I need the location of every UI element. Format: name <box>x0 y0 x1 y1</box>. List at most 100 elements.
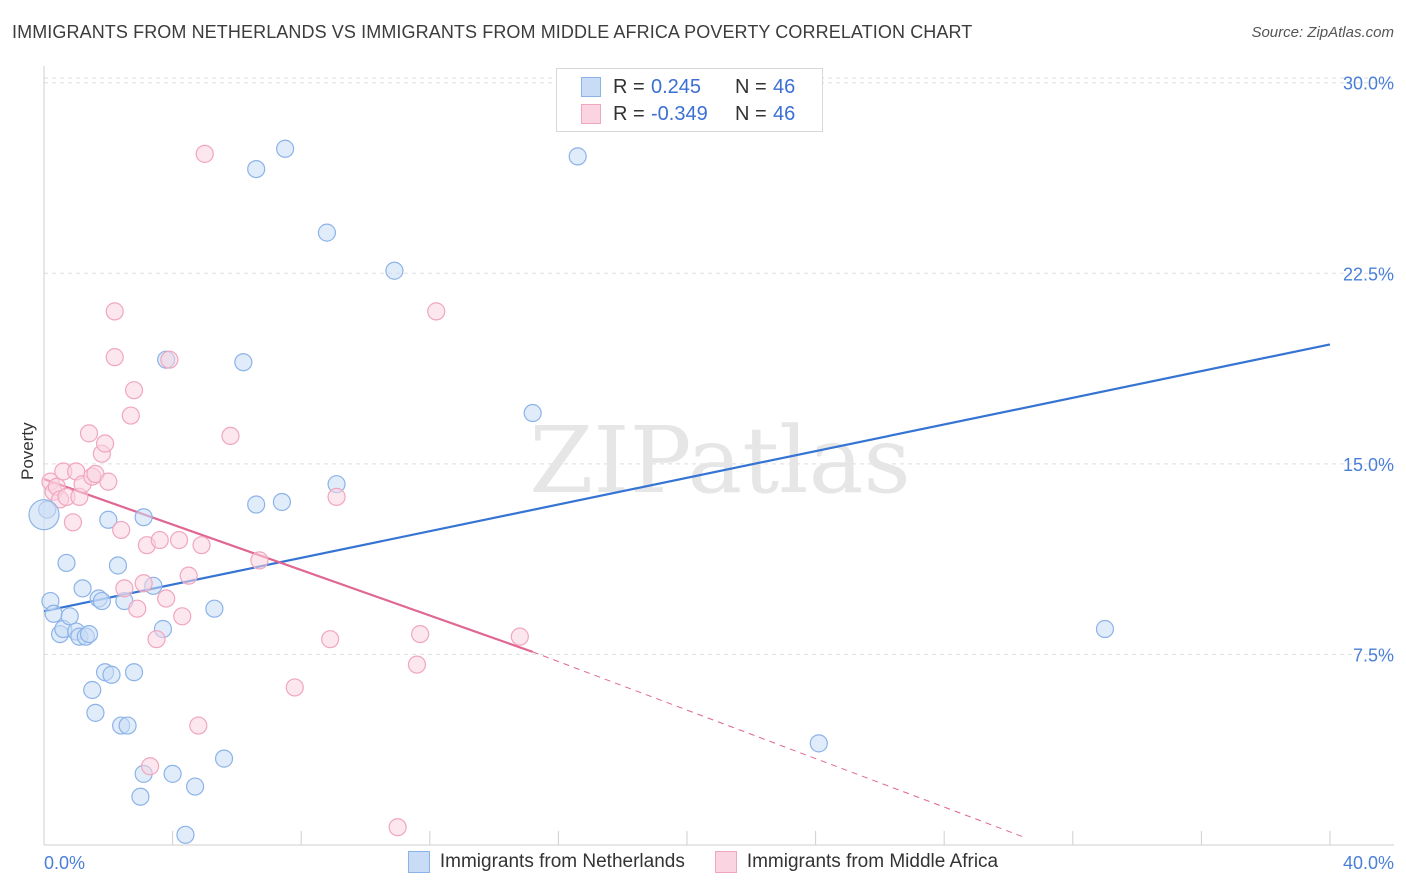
middle-africa-point <box>169 530 189 550</box>
series-swatch-middle-africa <box>714 851 737 873</box>
middle-africa-point <box>407 655 427 674</box>
middle-africa-point <box>157 589 176 608</box>
netherlands-point <box>176 825 195 844</box>
chart-source: Source: ZipAtlas.com <box>1251 24 1394 41</box>
legend-n-label: N = <box>735 102 767 125</box>
netherlands-point <box>568 147 587 166</box>
middle-africa-point <box>128 599 147 618</box>
middle-africa-point <box>150 530 169 550</box>
middle-africa-trend-line <box>43 478 534 653</box>
middle-africa-point <box>327 487 346 506</box>
legend-row-middle-africa: R = -0.349 N = 46 <box>581 102 795 126</box>
middle-africa-point <box>179 566 198 585</box>
y-tick-label: 15.0% <box>1343 455 1394 475</box>
netherlands-point <box>92 591 111 611</box>
legend-r-label: R = <box>613 102 645 125</box>
middle-africa-point <box>192 536 211 555</box>
middle-africa-point <box>160 350 179 369</box>
netherlands-point <box>247 159 266 179</box>
middle-africa-point <box>105 302 124 321</box>
netherlands-point <box>163 764 182 783</box>
legend-n-label: N = <box>735 75 767 98</box>
legend-r-value: -0.349 <box>651 102 708 125</box>
y-tick-label: 30.0% <box>1343 74 1394 94</box>
netherlands-point <box>131 787 150 806</box>
netherlands-point <box>73 579 92 598</box>
data-points <box>28 139 1115 844</box>
middle-africa-point <box>321 630 340 649</box>
netherlands-point <box>57 553 76 573</box>
netherlands-trend-line <box>43 343 1331 613</box>
middle-africa-point <box>63 513 83 532</box>
legend-n-value: 46 <box>773 75 796 98</box>
netherlands-point <box>214 749 234 768</box>
series-legend: Immigrants from Netherlands Immigrants f… <box>0 851 1406 873</box>
series-swatch-netherlands <box>407 851 430 873</box>
watermark: ZIPatlas <box>529 407 910 514</box>
middle-africa-point <box>510 627 529 646</box>
series-legend-item-middle-africa: Immigrants from Middle Africa <box>714 851 999 873</box>
middle-africa-point <box>140 757 160 776</box>
netherlands-point <box>1095 619 1115 639</box>
middle-africa-point <box>121 406 140 425</box>
netherlands-point <box>385 261 404 280</box>
netherlands-point <box>60 607 79 626</box>
series-label-middle-africa: Immigrants from Middle Africa <box>746 851 999 872</box>
legend-swatch-middle-africa <box>581 104 601 124</box>
netherlands-point <box>523 403 542 423</box>
netherlands-point <box>102 665 121 684</box>
netherlands-point <box>79 624 99 644</box>
middle-africa-point <box>79 424 99 443</box>
y-tick-label: 22.5% <box>1343 264 1394 284</box>
middle-africa-point <box>99 472 118 491</box>
netherlands-point <box>124 663 144 682</box>
chart-title: IMMIGRANTS FROM NETHERLANDS VS IMMIGRANT… <box>12 22 973 42</box>
netherlands-point <box>108 556 128 575</box>
netherlands-point <box>276 139 295 158</box>
netherlands-point <box>118 716 137 735</box>
netherlands-point <box>317 223 337 242</box>
middle-africa-point <box>388 818 407 837</box>
middle-africa-point <box>173 607 192 626</box>
middle-africa-point <box>95 434 115 453</box>
middle-africa-point <box>427 302 446 321</box>
netherlands-point <box>234 353 253 372</box>
netherlands-point <box>134 508 153 527</box>
middle-africa-point <box>115 579 134 598</box>
middle-africa-point <box>411 624 430 644</box>
netherlands-point-large <box>28 499 60 531</box>
correlation-legend: R = 0.245 N = 46 R = -0.349 N = 46 <box>556 68 823 132</box>
netherlands-point <box>86 703 105 722</box>
middle-africa-point <box>250 551 269 570</box>
y-tick-label: 7.5% <box>1353 645 1394 665</box>
middle-africa-point <box>105 348 124 367</box>
legend-row-netherlands: R = 0.245 N = 46 <box>581 75 795 99</box>
legend-n-value: 46 <box>773 102 796 125</box>
series-label-netherlands: Immigrants from Netherlands <box>439 851 685 872</box>
y-axis-title: Poverty <box>18 422 37 480</box>
netherlands-point <box>186 777 205 796</box>
legend-r-value: 0.245 <box>651 75 702 98</box>
x-tick-label: 0.0% <box>44 853 85 873</box>
middle-africa-trend-extension <box>532 651 1025 838</box>
netherlands-point <box>99 510 118 529</box>
netherlands-point <box>272 492 292 512</box>
middle-africa-point <box>285 678 304 697</box>
middle-africa-point <box>221 426 240 446</box>
netherlands-point <box>809 734 828 753</box>
axes <box>43 66 1394 846</box>
middle-africa-point <box>147 630 166 649</box>
x-tick-label: 40.0% <box>1343 853 1394 873</box>
legend-swatch-netherlands <box>581 77 601 97</box>
middle-africa-point <box>112 520 131 540</box>
tick-labels: 7.5% 15.0% 22.5% 30.0% 0.0% 40.0% <box>44 74 1394 873</box>
middle-africa-point <box>189 716 208 735</box>
middle-africa-point <box>134 574 153 593</box>
series-legend-item-netherlands: Immigrants from Netherlands <box>407 851 685 873</box>
netherlands-point <box>44 604 63 623</box>
netherlands-point <box>247 495 266 514</box>
netherlands-point <box>205 599 224 618</box>
middle-africa-point <box>195 144 214 163</box>
netherlands-point <box>83 680 102 700</box>
